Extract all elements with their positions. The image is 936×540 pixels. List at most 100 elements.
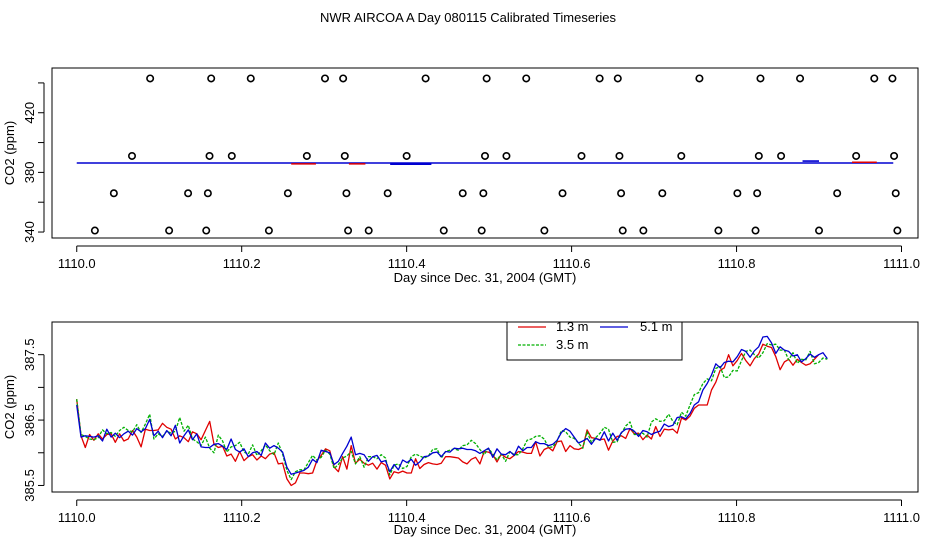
series-line-red	[76, 343, 820, 487]
top-data-marker	[477, 226, 486, 235]
top-data-marker	[756, 74, 765, 83]
top-y-tick-label: 380	[22, 162, 37, 184]
top-data-marker	[227, 151, 236, 160]
top-data-marker	[264, 226, 273, 235]
top-data-marker	[479, 189, 488, 198]
legend-box	[506, 321, 683, 361]
top-data-marker	[344, 226, 353, 235]
top-x-axis-label: Day since Dec. 31, 2004 (GMT)	[394, 270, 577, 285]
top-x-tick-label: 1110.8	[718, 256, 756, 271]
bottom-panel: 1110.0 1110.2 1110.4 1110.6 1110.8 1111.0 385…	[2, 319, 920, 537]
top-data-marker	[246, 74, 255, 83]
top-data-marker	[618, 226, 627, 235]
legend-label-1-3m: 1.3 m	[556, 319, 589, 334]
top-data-marker	[595, 74, 604, 83]
bottom-x-tick-label: 1110.0	[58, 510, 96, 525]
bottom-y-tick-label: 386.5	[22, 404, 37, 437]
top-data-marker	[480, 151, 489, 160]
top-data-marker	[283, 189, 292, 198]
bottom-y-axis: 385.5 386.5 387.5	[22, 338, 45, 502]
top-data-marker	[458, 189, 467, 198]
bottom-plot-frame	[51, 321, 919, 493]
top-data-marker	[146, 74, 155, 83]
top-data-marker	[482, 74, 491, 83]
top-x-tick-label: 1111.0	[883, 256, 920, 271]
top-data-marker	[342, 189, 351, 198]
top-data-marker	[402, 151, 411, 160]
bottom-lines-layer	[76, 335, 828, 487]
bottom-x-tick-label: 1110.2	[223, 510, 261, 525]
top-data-marker	[383, 189, 392, 198]
top-data-marker	[751, 226, 760, 235]
top-markers-layer	[90, 74, 902, 235]
top-data-marker	[339, 74, 348, 83]
top-data-marker	[577, 151, 586, 160]
top-y-axis-label: CO2 (ppm)	[2, 121, 17, 185]
top-x-tick-label: 1110.6	[553, 256, 591, 271]
top-data-marker	[302, 151, 311, 160]
top-data-marker	[205, 151, 214, 160]
top-y-axis: 340 380 420	[22, 82, 45, 243]
top-data-marker	[852, 151, 861, 160]
top-data-marker	[753, 189, 762, 198]
bottom-y-tick-label: 385.5	[22, 469, 37, 502]
top-data-marker	[109, 189, 118, 198]
bottom-x-tick-label: 1111.0	[883, 510, 920, 525]
top-data-marker	[714, 226, 723, 235]
top-x-axis: 1110.0 1110.2 1110.4 1110.6 1110.8 1111.0	[58, 245, 920, 271]
top-data-marker	[754, 151, 763, 160]
top-data-marker	[340, 151, 349, 160]
top-data-marker	[90, 226, 99, 235]
top-data-marker	[833, 189, 842, 198]
top-data-marker	[320, 74, 329, 83]
top-x-tick-label: 1110.2	[223, 256, 261, 271]
top-data-marker	[502, 151, 511, 160]
top-data-marker	[128, 151, 137, 160]
top-data-marker	[639, 226, 648, 235]
top-data-marker	[658, 189, 667, 198]
bottom-x-tick-label: 1110.4	[388, 510, 426, 525]
top-data-marker	[202, 226, 211, 235]
top-data-marker	[207, 74, 216, 83]
top-data-marker	[888, 74, 897, 83]
top-data-marker	[540, 226, 549, 235]
top-data-marker	[615, 151, 624, 160]
top-lines-layer	[76, 160, 894, 165]
top-data-marker	[203, 189, 212, 198]
top-data-marker	[165, 226, 174, 235]
legend: 1.3 m 5.1 m 3.5 m	[506, 319, 683, 361]
bottom-x-axis-label: Day since Dec. 31, 2004 (GMT)	[394, 522, 577, 537]
top-data-marker	[796, 74, 805, 83]
top-data-marker	[893, 226, 902, 235]
bottom-y-axis-label: CO2 (ppm)	[2, 375, 17, 439]
top-data-marker	[421, 74, 430, 83]
top-data-marker	[439, 226, 448, 235]
bottom-x-tick-label: 1110.6	[553, 510, 591, 525]
top-data-marker	[613, 74, 622, 83]
top-data-marker	[890, 151, 899, 160]
top-x-tick-label: 1110.0	[58, 256, 96, 271]
top-data-marker	[522, 74, 531, 83]
top-data-marker	[364, 226, 373, 235]
legend-label-5-1m: 5.1 m	[640, 319, 673, 334]
bottom-x-axis: 1110.0 1110.2 1110.4 1110.6 1110.8 1111.0	[58, 499, 920, 525]
top-data-marker	[815, 226, 824, 235]
top-data-marker	[777, 151, 786, 160]
legend-label-3-5m: 3.5 m	[556, 337, 589, 352]
top-data-marker	[695, 74, 704, 83]
top-y-tick-label: 340	[22, 221, 37, 243]
figure-title: NWR AIRCOA A Day 080115 Calibrated Times…	[320, 10, 616, 25]
top-data-marker	[733, 189, 742, 198]
top-data-marker	[677, 151, 686, 160]
top-panel: 1110.0 1110.2 1110.4 1110.6 1110.8 1111.0 340…	[2, 67, 920, 285]
bottom-y-tick-label: 387.5	[22, 338, 37, 371]
top-data-marker	[558, 189, 567, 198]
top-y-tick-label: 420	[22, 102, 37, 124]
bottom-x-tick-label: 1110.8	[718, 510, 756, 525]
series-line-green	[76, 342, 828, 481]
series-line-blue	[76, 335, 828, 475]
top-plot-frame	[51, 67, 919, 239]
top-x-tick-label: 1110.4	[388, 256, 426, 271]
top-data-marker	[891, 189, 900, 198]
